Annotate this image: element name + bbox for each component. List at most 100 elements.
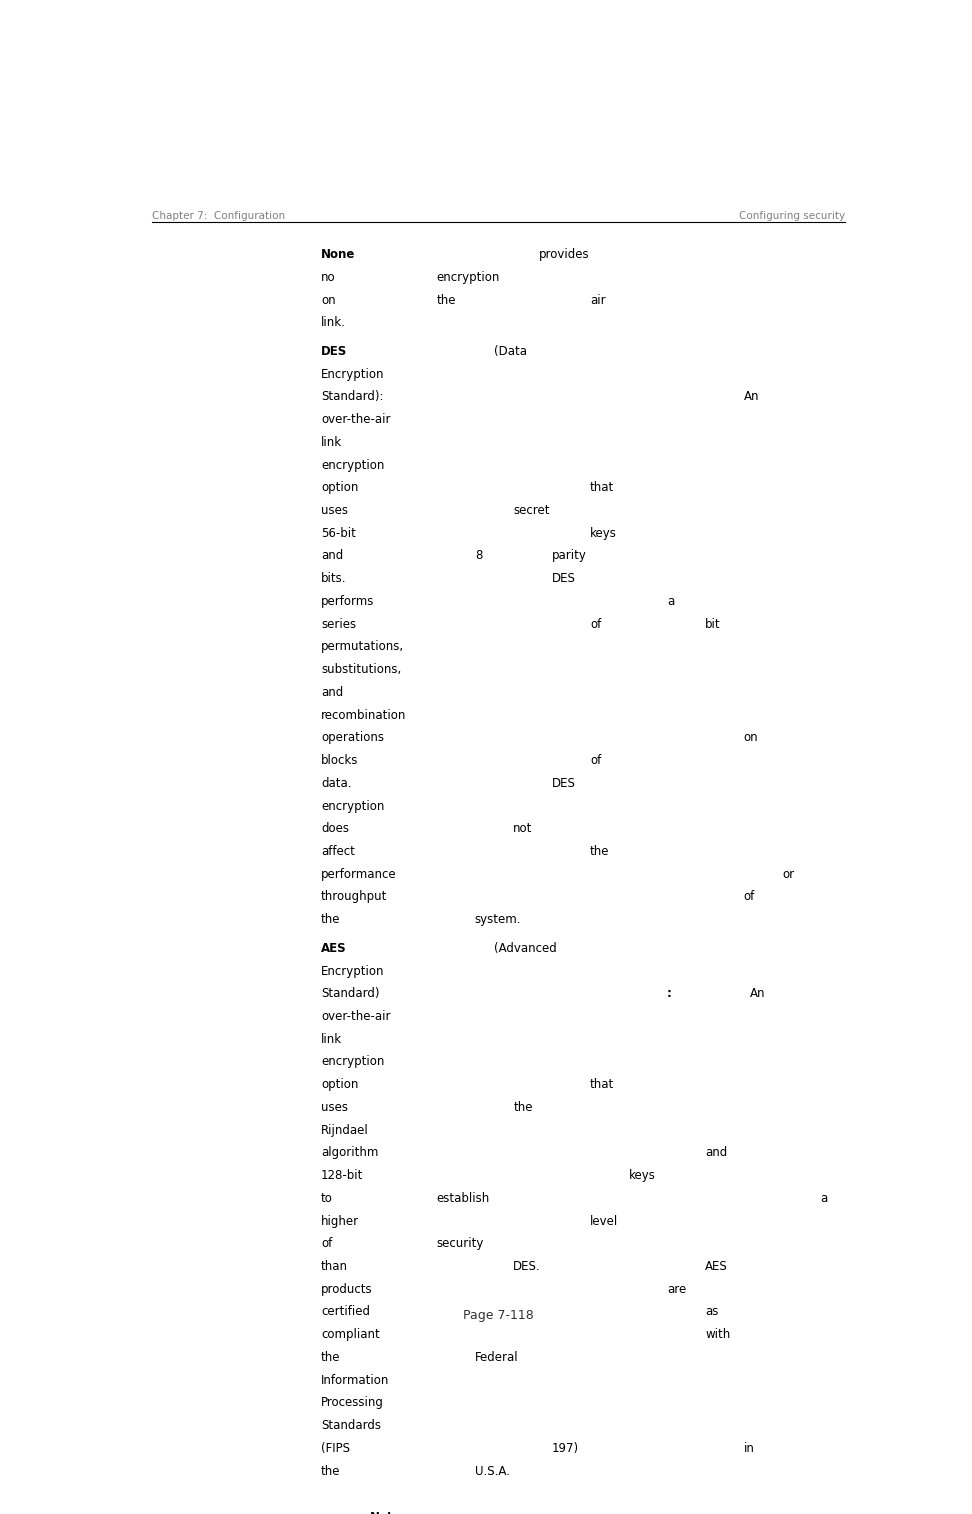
Text: with: with: [706, 1328, 731, 1341]
FancyBboxPatch shape: [321, 1497, 849, 1514]
Text: None: None: [321, 248, 356, 260]
Text: Rijndael: Rijndael: [321, 1123, 369, 1137]
Text: to: to: [321, 1192, 333, 1205]
Text: no: no: [321, 271, 335, 283]
Text: 128-bit: 128-bit: [321, 1169, 364, 1182]
Text: and: and: [706, 1146, 728, 1160]
Text: Encryption: Encryption: [321, 964, 385, 978]
Text: option: option: [321, 1078, 359, 1092]
Text: Page 7-118: Page 7-118: [463, 1308, 534, 1322]
Text: recombination: recombination: [321, 709, 406, 722]
Text: substitutions,: substitutions,: [321, 663, 401, 677]
Text: Note: Note: [370, 1511, 401, 1514]
Text: uses: uses: [321, 504, 348, 516]
Text: throughput: throughput: [321, 890, 388, 904]
Text: series: series: [321, 618, 357, 631]
Text: bit: bit: [706, 618, 721, 631]
Text: option: option: [321, 481, 359, 494]
Text: permutations,: permutations,: [321, 640, 404, 654]
Text: (FIPS: (FIPS: [321, 1441, 350, 1455]
Text: Federal: Federal: [474, 1350, 518, 1364]
Text: air: air: [590, 294, 606, 307]
Text: blocks: blocks: [321, 754, 359, 768]
Text: DES: DES: [552, 777, 575, 790]
Text: affect: affect: [321, 845, 355, 858]
Text: link: link: [321, 1033, 342, 1046]
Text: a: a: [820, 1192, 828, 1205]
Text: Information: Information: [321, 1373, 390, 1387]
Text: the: the: [513, 1101, 533, 1114]
Text: operations: operations: [321, 731, 384, 745]
Text: of: of: [744, 890, 755, 904]
Text: provides: provides: [538, 248, 589, 260]
Text: An: An: [744, 391, 759, 403]
Text: Standard):: Standard):: [321, 391, 384, 403]
Text: data.: data.: [321, 777, 352, 790]
Text: DES.: DES.: [513, 1260, 540, 1273]
Text: performs: performs: [321, 595, 374, 609]
Text: the: the: [321, 913, 340, 927]
Text: security: security: [436, 1237, 484, 1251]
Text: 197): 197): [552, 1441, 578, 1455]
Text: Encryption: Encryption: [321, 368, 385, 380]
Text: parity: parity: [552, 550, 586, 563]
Text: and: and: [321, 686, 343, 699]
Text: of: of: [321, 1237, 332, 1251]
Text: encryption: encryption: [321, 799, 385, 813]
FancyBboxPatch shape: [324, 1502, 361, 1514]
Text: on: on: [321, 294, 335, 307]
Text: over-the-air: over-the-air: [321, 1010, 391, 1023]
Text: in: in: [744, 1441, 754, 1455]
Text: bits.: bits.: [321, 572, 347, 586]
Text: uses: uses: [321, 1101, 348, 1114]
Text: 8: 8: [474, 550, 482, 563]
Text: certified: certified: [321, 1305, 370, 1319]
Text: link: link: [321, 436, 342, 448]
Text: secret: secret: [513, 504, 550, 516]
Text: as: as: [706, 1305, 718, 1319]
Text: (Advanced: (Advanced: [494, 942, 557, 955]
Text: establish: establish: [436, 1192, 490, 1205]
Text: the: the: [321, 1464, 340, 1478]
Text: keys: keys: [629, 1169, 655, 1182]
Text: products: products: [321, 1282, 372, 1296]
Text: the: the: [590, 845, 609, 858]
Text: the: the: [436, 294, 456, 307]
Text: Standard): Standard): [321, 987, 380, 1001]
Text: DES: DES: [321, 345, 347, 357]
Text: or: or: [782, 868, 794, 881]
Text: higher: higher: [321, 1214, 360, 1228]
Text: link.: link.: [321, 316, 346, 330]
Text: on: on: [744, 731, 758, 745]
Text: AES: AES: [321, 942, 347, 955]
Text: DES: DES: [552, 572, 575, 586]
Text: the: the: [321, 1350, 340, 1364]
Text: of: of: [590, 618, 602, 631]
Text: and: and: [321, 550, 343, 563]
Text: system.: system.: [474, 913, 521, 927]
Text: :: :: [667, 987, 672, 1001]
Text: level: level: [590, 1214, 618, 1228]
Text: are: are: [667, 1282, 686, 1296]
Text: An: An: [750, 987, 766, 1001]
Text: encryption: encryption: [321, 459, 385, 471]
Text: that: that: [590, 1078, 614, 1092]
Text: keys: keys: [590, 527, 617, 540]
Text: of: of: [590, 754, 602, 768]
Text: Chapter 7:  Configuration: Chapter 7: Configuration: [152, 210, 285, 221]
Text: not: not: [513, 822, 533, 836]
Text: a: a: [667, 595, 675, 609]
Text: Standards: Standards: [321, 1419, 381, 1432]
Text: 56-bit: 56-bit: [321, 527, 356, 540]
Text: over-the-air: over-the-air: [321, 413, 391, 425]
Text: U.S.A.: U.S.A.: [474, 1464, 509, 1478]
Text: (Data: (Data: [494, 345, 527, 357]
Text: performance: performance: [321, 868, 397, 881]
Text: compliant: compliant: [321, 1328, 380, 1341]
Text: does: does: [321, 822, 349, 836]
Text: than: than: [321, 1260, 348, 1273]
Text: AES: AES: [706, 1260, 728, 1273]
Text: Processing: Processing: [321, 1396, 384, 1410]
Text: algorithm: algorithm: [321, 1146, 378, 1160]
Text: that: that: [590, 481, 614, 494]
